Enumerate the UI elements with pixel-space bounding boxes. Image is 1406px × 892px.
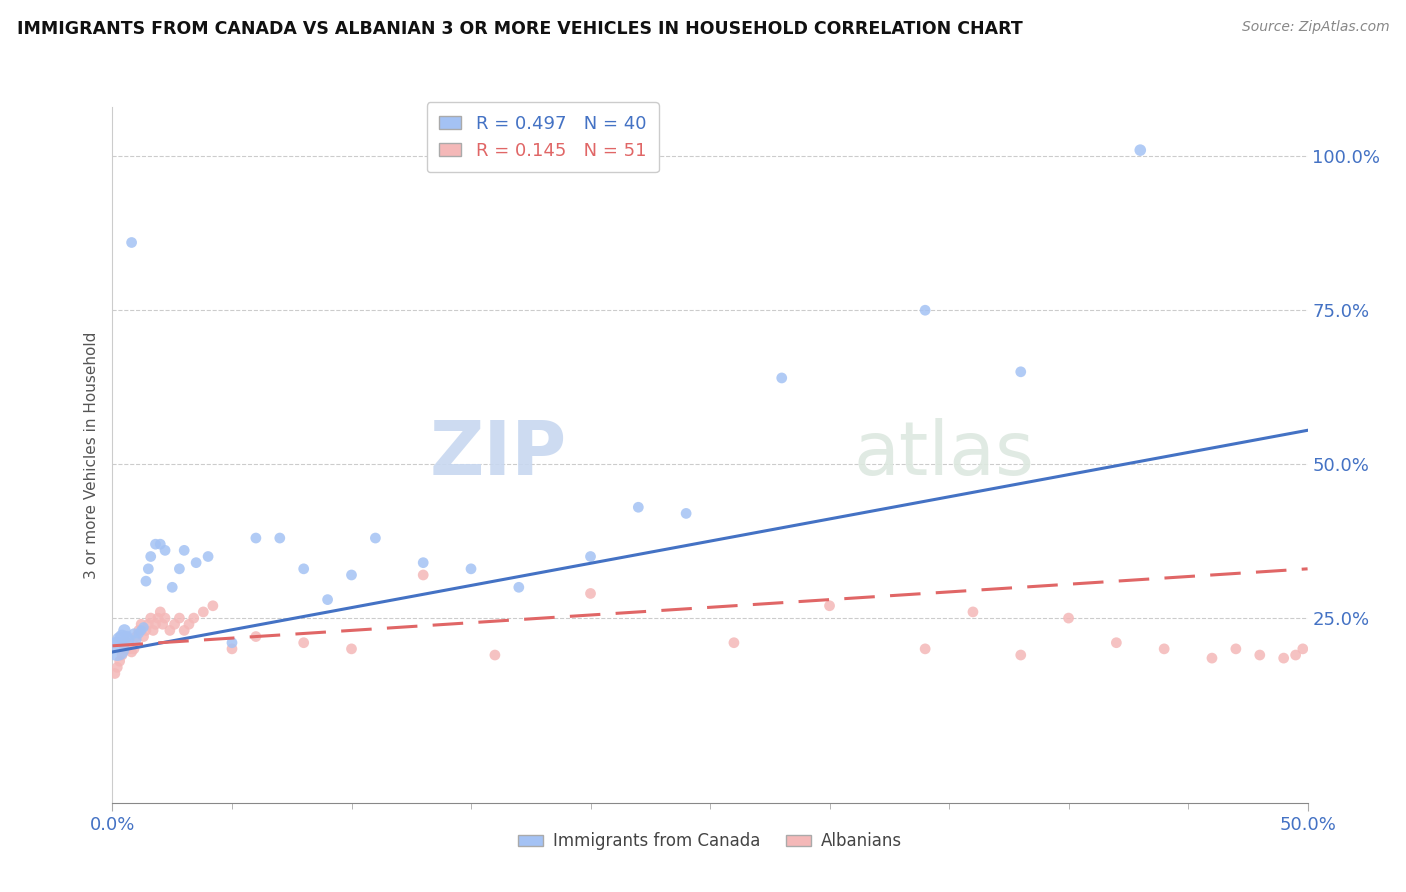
- Point: [108, 632, 131, 647]
- Point: [364, 531, 387, 545]
- Point: [914, 641, 936, 656]
- Point: [508, 580, 530, 594]
- Point: [145, 617, 167, 632]
- Point: [1249, 648, 1271, 662]
- Point: [152, 617, 174, 632]
- Point: [138, 562, 160, 576]
- Point: [159, 624, 181, 638]
- Point: [149, 537, 172, 551]
- Point: [138, 617, 160, 632]
- Point: [197, 549, 219, 564]
- Point: [139, 549, 162, 564]
- Point: [1285, 648, 1308, 662]
- Point: [129, 624, 152, 638]
- Point: [121, 645, 143, 659]
- Point: [1153, 641, 1175, 656]
- Point: [118, 641, 141, 656]
- Point: [340, 641, 363, 656]
- Point: [1129, 143, 1152, 157]
- Point: [135, 624, 157, 638]
- Point: [162, 580, 183, 594]
- Point: [128, 624, 150, 638]
- Point: [173, 543, 195, 558]
- Point: [129, 617, 152, 632]
- Point: [132, 620, 155, 634]
- Point: [770, 371, 793, 385]
- Text: Source: ZipAtlas.com: Source: ZipAtlas.com: [1241, 20, 1389, 34]
- Point: [177, 617, 200, 632]
- Point: [221, 636, 243, 650]
- Point: [292, 562, 315, 576]
- Point: [105, 660, 128, 674]
- Point: [125, 630, 148, 644]
- Point: [340, 568, 363, 582]
- Point: [1010, 365, 1032, 379]
- Point: [163, 617, 186, 632]
- Point: [111, 648, 134, 662]
- Point: [105, 641, 128, 656]
- Point: [114, 624, 135, 638]
- Point: [173, 624, 195, 638]
- Point: [122, 626, 145, 640]
- Point: [115, 636, 138, 650]
- Point: [201, 599, 224, 613]
- Point: [579, 549, 602, 564]
- Point: [169, 562, 191, 576]
- Y-axis label: 3 or more Vehicles in Household: 3 or more Vehicles in Household: [83, 331, 98, 579]
- Point: [115, 630, 138, 644]
- Point: [723, 636, 745, 650]
- Point: [132, 630, 155, 644]
- Point: [245, 531, 267, 545]
- Point: [125, 632, 148, 647]
- Point: [818, 599, 841, 613]
- Point: [269, 531, 291, 545]
- Point: [412, 568, 434, 582]
- Point: [579, 586, 602, 600]
- Point: [153, 543, 176, 558]
- Point: [627, 500, 650, 515]
- Point: [121, 235, 143, 250]
- Point: [1105, 636, 1128, 650]
- Point: [183, 611, 205, 625]
- Point: [139, 611, 162, 625]
- Point: [104, 666, 127, 681]
- Point: [186, 556, 208, 570]
- Point: [135, 574, 157, 589]
- Text: ZIP: ZIP: [429, 418, 567, 491]
- Point: [1272, 651, 1295, 665]
- Point: [193, 605, 215, 619]
- Point: [914, 303, 936, 318]
- Point: [675, 507, 697, 521]
- Point: [142, 624, 165, 638]
- Point: [316, 592, 339, 607]
- Point: [118, 632, 141, 647]
- Point: [221, 641, 243, 656]
- Point: [292, 636, 315, 650]
- Text: IMMIGRANTS FROM CANADA VS ALBANIAN 3 OR MORE VEHICLES IN HOUSEHOLD CORRELATION C: IMMIGRANTS FROM CANADA VS ALBANIAN 3 OR …: [17, 20, 1022, 37]
- Point: [146, 611, 169, 625]
- Point: [114, 641, 135, 656]
- Point: [1010, 648, 1032, 662]
- Point: [1292, 641, 1315, 656]
- Point: [1201, 651, 1223, 665]
- Point: [128, 626, 150, 640]
- Point: [1225, 641, 1247, 656]
- Point: [484, 648, 506, 662]
- Point: [149, 605, 172, 619]
- Point: [153, 611, 176, 625]
- Point: [962, 605, 984, 619]
- Legend: Immigrants from Canada, Albanians: Immigrants from Canada, Albanians: [512, 826, 908, 857]
- Point: [108, 654, 131, 668]
- Point: [1057, 611, 1080, 625]
- Text: atlas: atlas: [853, 418, 1035, 491]
- Point: [412, 556, 434, 570]
- Point: [111, 630, 134, 644]
- Point: [145, 537, 167, 551]
- Point: [245, 630, 267, 644]
- Point: [169, 611, 191, 625]
- Point: [460, 562, 482, 576]
- Point: [122, 641, 145, 656]
